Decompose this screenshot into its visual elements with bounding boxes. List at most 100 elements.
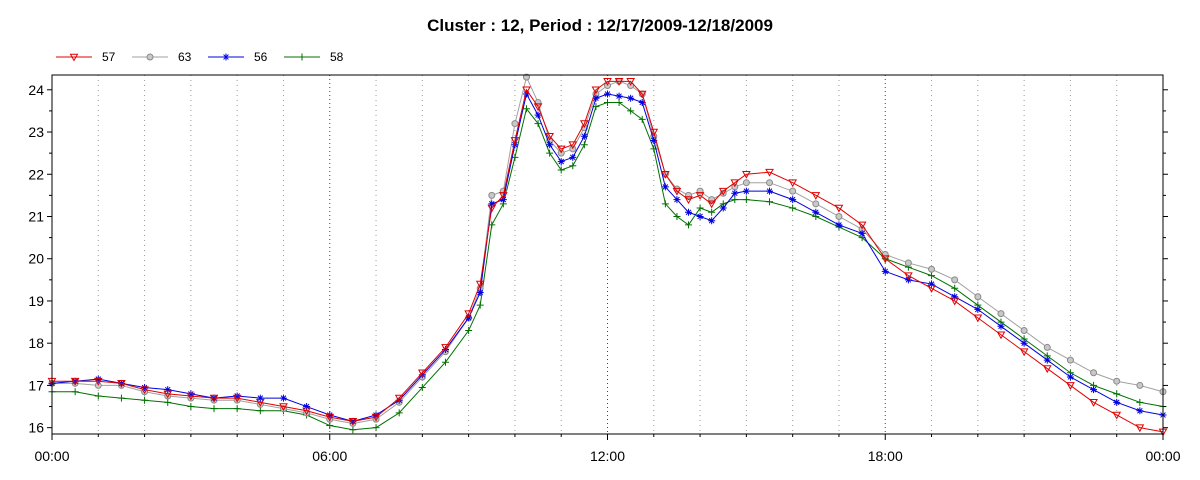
series-63: [48, 73, 1167, 427]
data-point: [117, 394, 125, 402]
data-point: [475, 280, 485, 289]
data-point: [973, 314, 983, 323]
data-point: [233, 392, 241, 400]
data-point: [1113, 390, 1121, 398]
data-point: [638, 98, 646, 106]
data-point: [789, 196, 797, 204]
data-point: [418, 384, 426, 392]
x-tick-label: 18:00: [868, 448, 903, 464]
data-point: [788, 179, 798, 188]
data-point: [326, 422, 334, 430]
data-point: [881, 267, 889, 275]
data-point: [812, 200, 820, 208]
data-point: [476, 301, 484, 309]
data-point: [696, 204, 704, 212]
x-tick-label: 06:00: [312, 448, 347, 464]
data-point: [696, 187, 704, 195]
data-point: [580, 132, 588, 140]
y-tick-label: 21: [28, 208, 44, 224]
data-point: [661, 183, 669, 191]
data-point: [522, 73, 530, 81]
data-point: [1066, 382, 1075, 390]
data-point: [522, 86, 531, 95]
y-tick-label: 23: [28, 124, 44, 140]
data-point: [766, 198, 774, 206]
data-point: [661, 170, 670, 179]
data-point: [1135, 424, 1145, 433]
series-57: [47, 78, 1168, 437]
axes: 00:00 06:00 12:00 18:00 00:00 16 17 18 19 20 21 22 2…: [28, 82, 1180, 464]
data-point: [789, 204, 797, 212]
data-point: [904, 272, 913, 281]
data-point: [534, 120, 542, 128]
data-point: [731, 189, 739, 197]
data-point: [1020, 339, 1028, 347]
data-point: [685, 221, 693, 229]
data-point: [556, 145, 566, 154]
data-point: [951, 284, 959, 292]
data-point: [696, 212, 704, 220]
y-tick-label: 22: [28, 166, 44, 182]
y-tick-label: 19: [28, 293, 44, 309]
data-point: [708, 208, 716, 216]
data-point: [1089, 399, 1098, 407]
data-point: [951, 276, 959, 284]
data-point: [141, 384, 149, 392]
data-point: [592, 94, 600, 102]
data-point: [232, 394, 242, 403]
data-point: [928, 265, 936, 273]
data-point: [441, 346, 449, 354]
data-point: [498, 192, 508, 200]
grid: [97, 75, 1118, 434]
data-point: [627, 94, 635, 102]
data-point: [395, 409, 403, 417]
data-point: [93, 377, 103, 386]
data-point: [534, 111, 542, 119]
data-point: [650, 136, 658, 144]
legend-label: 58: [330, 50, 344, 64]
data-point: [1019, 348, 1029, 357]
x-tick-label: 12:00: [590, 448, 625, 464]
data-point: [603, 78, 612, 86]
data-point: [661, 200, 669, 208]
data-point: [604, 90, 611, 98]
data-point: [997, 310, 1005, 318]
data-point: [997, 322, 1005, 330]
data-point: [580, 141, 588, 149]
data-point: [372, 411, 380, 419]
data-point: [465, 327, 473, 335]
data-point: [256, 407, 264, 415]
data-point: [70, 377, 80, 386]
data-point: [673, 212, 681, 220]
data-point: [1090, 386, 1098, 394]
data-point: [627, 107, 635, 115]
data-point: [996, 331, 1006, 340]
data-point: [718, 187, 728, 196]
data-point: [557, 158, 565, 166]
data-point: [789, 187, 797, 195]
data-point: [811, 192, 821, 200]
data-point: [673, 196, 681, 204]
y-tick-label: 17: [28, 377, 44, 393]
data-point: [187, 390, 195, 398]
data-point: [580, 120, 589, 129]
data-point: [349, 426, 357, 434]
data-point: [487, 204, 497, 213]
data-point: [880, 255, 890, 264]
x-tick-label: 00:00: [1145, 448, 1180, 464]
data-point: [626, 78, 635, 86]
data-point: [210, 405, 218, 413]
data-point: [255, 399, 265, 407]
data-point: [569, 162, 577, 170]
data-point: [222, 53, 230, 61]
data-point: [857, 221, 867, 230]
data-point: [302, 407, 311, 416]
data-point: [94, 392, 102, 400]
data-point: [684, 196, 693, 205]
data-point: [765, 168, 774, 177]
data-point: [672, 187, 682, 196]
data-point: [1113, 398, 1121, 406]
data-point: [974, 293, 982, 301]
data-point: [766, 179, 774, 187]
data-point: [834, 204, 844, 213]
